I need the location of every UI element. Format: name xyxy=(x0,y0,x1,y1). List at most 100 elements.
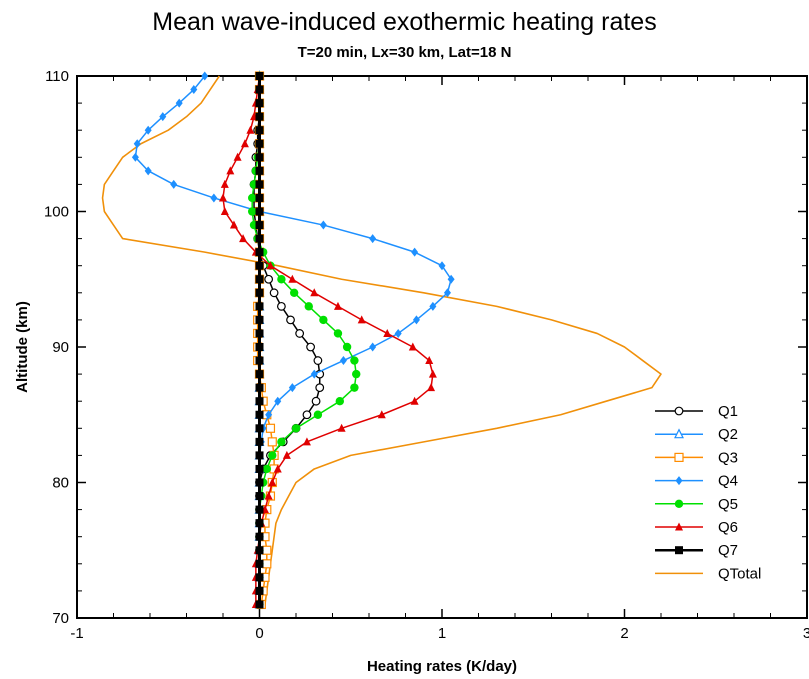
legend-label-q7: Q7 xyxy=(718,542,738,559)
legend-item-qtotal: QTotal xyxy=(655,565,761,582)
legend-marker-q6 xyxy=(675,522,683,531)
data-point-q7 xyxy=(255,234,264,243)
data-point-q1 xyxy=(269,288,279,298)
x-tick-label: 2 xyxy=(620,625,628,642)
legend-item-q3: Q3 xyxy=(655,449,738,466)
data-point-q6 xyxy=(310,288,319,297)
data-point-q4 xyxy=(369,342,377,352)
y-tick-label: 70 xyxy=(52,610,69,627)
data-point-q7 xyxy=(255,288,264,297)
data-point-q1 xyxy=(315,383,325,393)
data-point-q7 xyxy=(255,207,264,216)
legend-item-q7: Q7 xyxy=(655,542,738,559)
legend-item-q2: Q2 xyxy=(655,426,738,443)
legend-label-q2: Q2 xyxy=(718,426,738,443)
series-q6 xyxy=(219,71,437,608)
data-point-q6 xyxy=(427,383,436,392)
data-point-q5 xyxy=(289,288,299,297)
data-point-q4 xyxy=(394,328,402,338)
data-point-q4 xyxy=(274,396,282,406)
data-point-q4 xyxy=(288,383,296,393)
data-point-q7 xyxy=(255,126,264,135)
chart-subtitle: T=20 min, Lx=30 km, Lat=18 N xyxy=(297,44,512,61)
legend-item-q4: Q4 xyxy=(655,473,738,490)
data-point-q7 xyxy=(255,193,264,202)
series-q3 xyxy=(253,71,279,610)
axes-group: -1 0 1 2 3 70 80 90 100 110 xyxy=(44,68,809,642)
legend-marker-q4 xyxy=(675,476,683,486)
legend-marker-q5 xyxy=(674,499,684,508)
data-point-q4 xyxy=(131,152,139,162)
y-tick-label: 100 xyxy=(44,204,69,221)
data-point-q7 xyxy=(255,370,264,379)
data-point-q4 xyxy=(429,301,437,311)
data-point-q4 xyxy=(447,274,455,284)
y-tick-label: 110 xyxy=(45,68,69,85)
plot-frame xyxy=(76,75,808,619)
data-point-q6 xyxy=(229,220,238,229)
x-tick-label: -1 xyxy=(70,625,83,642)
data-point-q5 xyxy=(350,356,359,365)
data-point-q6 xyxy=(428,369,437,378)
data-point-q6 xyxy=(410,396,419,405)
legend-marker-q3 xyxy=(674,452,684,462)
series-line-qtotal xyxy=(101,75,662,605)
data-point-q6 xyxy=(288,274,297,283)
data-point-q1 xyxy=(302,410,312,420)
legend-item-q1: Q1 xyxy=(655,403,738,420)
data-point-q4 xyxy=(411,247,419,257)
data-point-q6 xyxy=(220,207,229,215)
data-point-q6 xyxy=(383,328,392,337)
data-point-q6 xyxy=(264,491,273,500)
data-point-q7 xyxy=(255,600,264,609)
data-point-q4 xyxy=(339,356,347,366)
data-point-q5 xyxy=(335,397,344,406)
data-point-q4 xyxy=(159,112,167,122)
data-point-q7 xyxy=(255,573,264,582)
data-point-q7 xyxy=(255,112,264,121)
data-point-q7 xyxy=(255,410,264,419)
data-point-q5 xyxy=(350,383,359,392)
data-point-q1 xyxy=(311,396,321,406)
data-point-q7 xyxy=(255,383,264,392)
data-point-q1 xyxy=(264,274,274,284)
data-point-q4 xyxy=(369,234,377,244)
data-point-q7 xyxy=(255,586,264,595)
legend-item-q5: Q5 xyxy=(655,496,738,513)
data-point-q4 xyxy=(310,369,318,379)
data-point-q7 xyxy=(255,261,264,270)
data-point-q7 xyxy=(255,546,264,555)
data-point-q4 xyxy=(443,288,451,298)
data-point-q5 xyxy=(319,315,328,325)
data-point-q5 xyxy=(333,329,343,338)
data-point-q6 xyxy=(302,437,311,446)
data-point-q6 xyxy=(239,234,248,243)
data-point-q7 xyxy=(255,356,264,365)
data-point-q7 xyxy=(255,437,264,446)
data-point-q7 xyxy=(255,478,264,487)
data-point-q6 xyxy=(266,261,275,270)
y-tick-label: 90 xyxy=(52,339,69,356)
y-axis-title: Altitude (km) xyxy=(14,301,31,393)
legend-marker-q7 xyxy=(675,546,683,555)
data-point-q4 xyxy=(190,85,198,95)
data-point-q3 xyxy=(262,545,272,555)
data-point-q6 xyxy=(240,139,249,148)
data-point-q7 xyxy=(255,343,264,351)
data-point-q5 xyxy=(262,464,271,474)
data-point-q4 xyxy=(210,193,218,203)
legend-marker-q2 xyxy=(674,428,684,439)
data-point-q5 xyxy=(313,410,323,419)
data-point-q6 xyxy=(282,450,291,459)
data-point-q7 xyxy=(255,464,264,473)
data-point-q4 xyxy=(144,125,152,135)
data-point-q6 xyxy=(357,315,366,324)
legend-marker-q1 xyxy=(674,406,684,416)
data-point-q7 xyxy=(255,451,264,460)
data-point-q5 xyxy=(268,451,277,460)
data-point-q4 xyxy=(201,71,209,81)
data-point-q4 xyxy=(319,220,327,230)
data-point-q7 xyxy=(255,424,264,433)
data-point-q3 xyxy=(262,559,272,569)
